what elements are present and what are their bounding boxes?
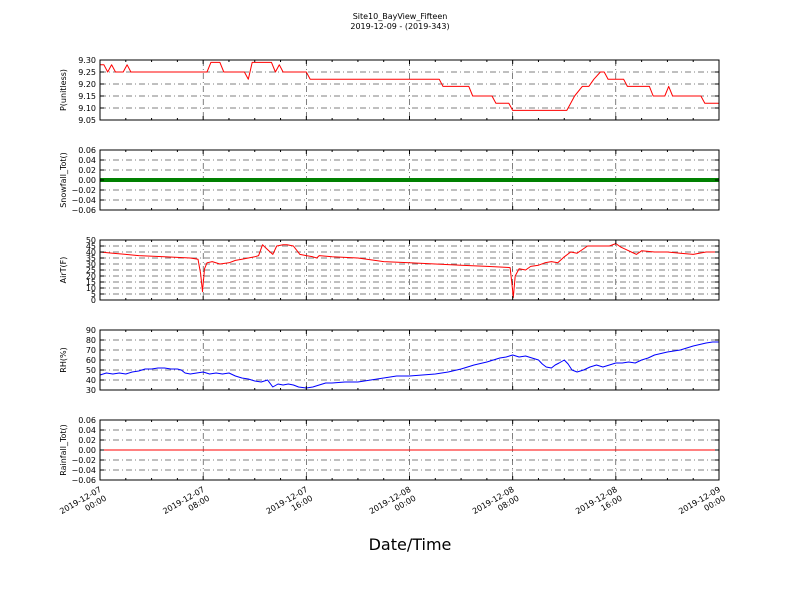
y-axis-label: Rainfall_Tot()	[59, 424, 68, 476]
series-line	[100, 61, 719, 111]
y-tick-label: 0.02	[78, 436, 96, 445]
y-tick-label: 50	[86, 366, 96, 375]
y-tick-label: 5	[91, 290, 96, 299]
y-tick-label: 40	[86, 376, 96, 385]
y-tick-label: 0.04	[78, 426, 96, 435]
chart-title-line-1: Site10_BayView_Fifteen	[353, 12, 448, 21]
panel-1: 9.05 9.10 9.15 9.20 9.25 9.30 P(unitless)	[59, 56, 720, 125]
y-axis-label: P(unitless)	[59, 69, 68, 111]
x-tick-label: 2019-12-0808:00	[471, 485, 521, 525]
y-tick-label: 15	[86, 278, 96, 287]
y-axis-label: RH(%)	[59, 347, 68, 372]
y-tick-label: 9.20	[78, 80, 96, 89]
panel-2: −0.06−0.04−0.020.000.020.040.06 Snowfall_…	[59, 146, 720, 215]
y-tick-label: −0.04	[71, 196, 96, 205]
y-tick-label: 80	[86, 336, 96, 345]
chart-title-line-2: 2019-12-09 - (2019-343)	[350, 22, 449, 31]
y-tick-label: 60	[86, 356, 96, 365]
y-tick-label: 30	[86, 260, 96, 269]
panels: 9.05 9.10 9.15 9.20 9.25 9.30 P(unitless) −0.06…	[59, 56, 720, 485]
y-tick-label: −0.06	[71, 476, 96, 485]
y-tick-label: 0.06	[78, 146, 96, 155]
y-tick-label: −0.02	[71, 456, 96, 465]
y-tick-label: 70	[86, 346, 96, 355]
y-tick-label: 9.25	[78, 68, 96, 77]
y-tick-label: 30	[86, 386, 96, 395]
y-axis-label: AirT(F)	[59, 257, 68, 284]
y-tick-label: 0	[91, 296, 96, 305]
y-tick-label: 10	[86, 284, 96, 293]
y-tick-label: −0.04	[71, 466, 96, 475]
series-line	[99, 243, 719, 299]
y-tick-label: 9.10	[78, 104, 96, 113]
x-tick-labels: 2019-12-0700:00 2019-12-0708:00 2019-12-07…	[58, 485, 727, 525]
y-tick-label: 45	[86, 242, 96, 251]
y-tick-label: 9.30	[78, 56, 96, 65]
y-axis-label: Snowfall_Tot()	[59, 152, 68, 208]
x-tick-label: 2019-12-0816:00	[574, 485, 624, 525]
y-tick-label: 90	[86, 326, 96, 335]
panel-5: −0.06−0.04−0.020.000.020.040.06 Rainfall_…	[59, 416, 720, 485]
y-tick-label: 0.06	[78, 416, 96, 425]
y-tick-label: 35	[86, 254, 96, 263]
series-line	[99, 341, 719, 389]
y-tick-label: −0.06	[71, 206, 96, 215]
x-axis-label: Date/Time	[369, 535, 452, 554]
y-tick-label: 0.02	[78, 166, 96, 175]
y-tick-label: 50	[86, 236, 96, 245]
y-tick-label: −0.02	[71, 186, 96, 195]
y-tick-label: 40	[86, 248, 96, 257]
x-tick-label: 2019-12-0900:00	[677, 485, 727, 525]
y-tick-label: 9.05	[78, 116, 96, 125]
y-tick-label: 0.00	[78, 446, 96, 455]
y-tick-label: 25	[86, 266, 96, 275]
x-tick-label: 2019-12-0708:00	[161, 485, 211, 525]
y-tick-label: 20	[86, 272, 96, 281]
x-tick-label: 2019-12-0800:00	[368, 485, 418, 525]
y-tick-label: 0.00	[78, 176, 96, 185]
y-tick-label: 9.15	[78, 92, 96, 101]
x-tick-label: 2019-12-0716:00	[265, 485, 315, 525]
y-tick-label: 0.04	[78, 156, 96, 165]
x-tick-label: 2019-12-0700:00	[58, 485, 108, 525]
